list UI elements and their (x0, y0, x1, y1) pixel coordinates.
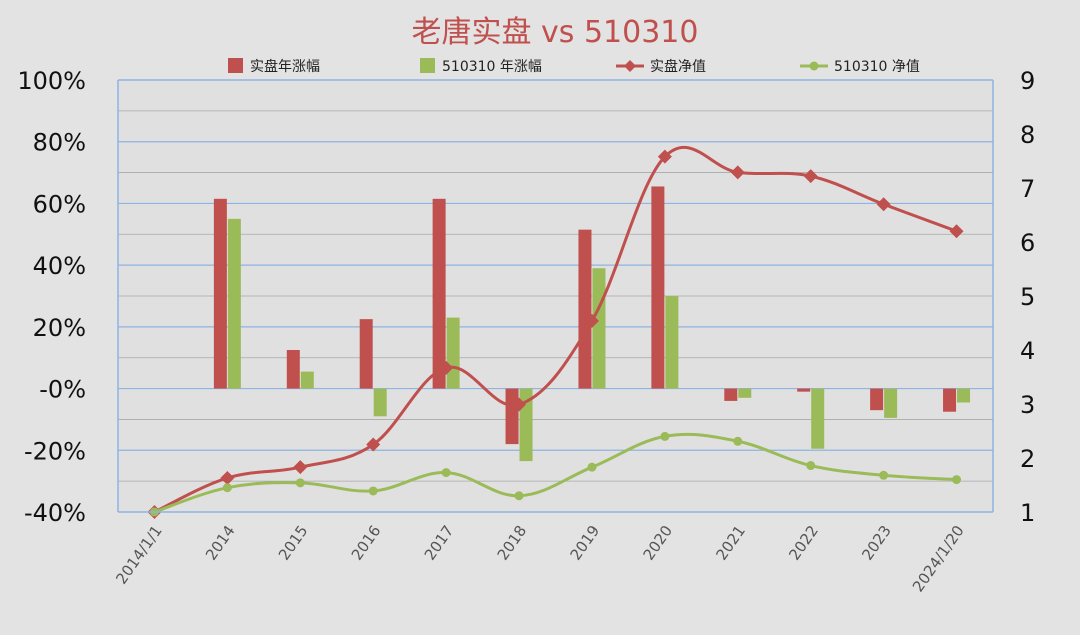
point-index-2018 (514, 491, 524, 501)
x-tick-label: 2024/1/20 (909, 522, 968, 595)
point-portfolio-2023 (876, 197, 891, 212)
legend-label: 510310 净值 (834, 59, 920, 75)
y-right-tick-label: 4 (1020, 337, 1035, 365)
x-tick-label: 2015 (275, 522, 312, 564)
y-right-tick-label: 3 (1020, 391, 1035, 419)
y-right-tick-label: 7 (1020, 175, 1035, 203)
y-left-tick-label: 20% (33, 314, 86, 342)
point-portfolio-2014 (220, 470, 235, 485)
legend-label: 实盘年涨幅 (250, 58, 320, 75)
bar-portfolio-2024/1/20 (943, 388, 957, 412)
point-index-2017 (441, 468, 451, 478)
point-index-2024/1/20 (952, 475, 962, 485)
bar-index-2014 (227, 218, 241, 389)
y-right-tick-label: 6 (1020, 229, 1035, 257)
legend-label: 510310 年涨幅 (442, 59, 542, 75)
bar-portfolio-2014 (213, 198, 227, 389)
y-right-tick-label: 9 (1020, 67, 1035, 95)
y-left-tick-label: -40% (24, 499, 86, 527)
point-index-2020 (660, 431, 670, 441)
legend-marker (624, 60, 636, 72)
x-axis-ticks: 2014/1/1 2014 2015 2016 2017 2018 2019 2020 2021… (112, 522, 967, 595)
point-index-2015 (295, 478, 305, 488)
bar-portfolio-2023 (870, 388, 884, 411)
bar-index-2017 (446, 317, 460, 389)
bar-portfolio-2017 (432, 198, 446, 389)
legend-bar-swatch (228, 58, 243, 73)
x-tick-label: 2016 (348, 522, 385, 564)
x-tick-label: 2023 (858, 522, 895, 564)
y-left-tick-label: 100% (17, 67, 86, 95)
legend-bar-swatch (420, 58, 435, 73)
chart-title: 老唐实盘 vs 510310 (412, 15, 699, 50)
point-index-2014 (222, 483, 232, 493)
point-portfolio-2015 (293, 460, 308, 475)
legend-label: 实盘净值 (650, 58, 706, 75)
bar-portfolio-2015 (286, 350, 300, 389)
x-tick-label: 2014/1/1 (112, 522, 165, 588)
bar-portfolio-2021 (724, 388, 738, 401)
grid-lines (118, 110, 993, 482)
bars (213, 186, 971, 462)
x-tick-label: 2020 (640, 522, 677, 564)
point-portfolio-2024/1/20 (949, 224, 964, 239)
x-tick-label: 2021 (712, 522, 749, 564)
bar-index-2021 (738, 388, 752, 398)
axes (117, 79, 994, 513)
point-portfolio-2019 (584, 313, 599, 328)
point-portfolio-2016 (366, 437, 381, 452)
y-right-tick-label: 5 (1020, 283, 1035, 311)
bar-portfolio-2022 (797, 388, 811, 392)
point-portfolio-2021 (730, 165, 745, 180)
bar-index-2020 (665, 296, 679, 389)
point-portfolio-2020 (657, 149, 672, 164)
x-tick-label: 2017 (421, 522, 458, 564)
point-portfolio-2018 (512, 397, 527, 412)
point-portfolio-2022 (803, 169, 818, 184)
bar-portfolio-2020 (651, 186, 665, 389)
y-left-tick-label: -20% (24, 437, 86, 465)
bar-index-2023 (884, 388, 898, 418)
x-tick-label: 2019 (567, 522, 604, 564)
point-portfolio-2017 (439, 360, 454, 375)
bar-portfolio-2019 (578, 229, 592, 389)
bar-index-2022 (811, 388, 825, 449)
bar-portfolio-2018 (505, 388, 519, 445)
bar-index-2024/1/20 (957, 388, 971, 403)
y-left-tick-label: 40% (33, 252, 86, 280)
x-tick-label: 2014 (202, 522, 239, 564)
point-index-2019 (587, 462, 597, 472)
point-index-2022 (806, 461, 816, 471)
bar-index-2016 (373, 388, 387, 417)
y-axis-right-ticks: 9 8 7 6 5 4 3 2 1 (1020, 67, 1035, 527)
x-tick-label: 2022 (785, 522, 822, 564)
bar-portfolio-2016 (359, 319, 373, 389)
y-right-tick-label: 2 (1020, 445, 1035, 473)
point-index-2021 (733, 436, 743, 446)
lines (147, 145, 964, 519)
y-left-tick-label: -0% (39, 376, 86, 404)
bar-index-2015 (300, 371, 314, 389)
y-left-tick-label: 80% (33, 129, 86, 157)
point-index-2016 (368, 486, 378, 496)
y-right-tick-label: 1 (1020, 499, 1035, 527)
legend: 实盘年涨幅 510310 年涨幅 实盘净值 510310 净值 (228, 58, 920, 75)
y-right-tick-label: 8 (1020, 121, 1035, 149)
x-tick-label: 2018 (494, 522, 531, 564)
y-left-tick-label: 60% (33, 190, 86, 218)
bar-index-2019 (592, 268, 606, 389)
y-axis-left-ticks: 100% 80% 60% 40% 20% -0% -20% -40% (17, 67, 86, 527)
point-index-2023 (879, 470, 889, 480)
legend-marker (809, 61, 819, 71)
